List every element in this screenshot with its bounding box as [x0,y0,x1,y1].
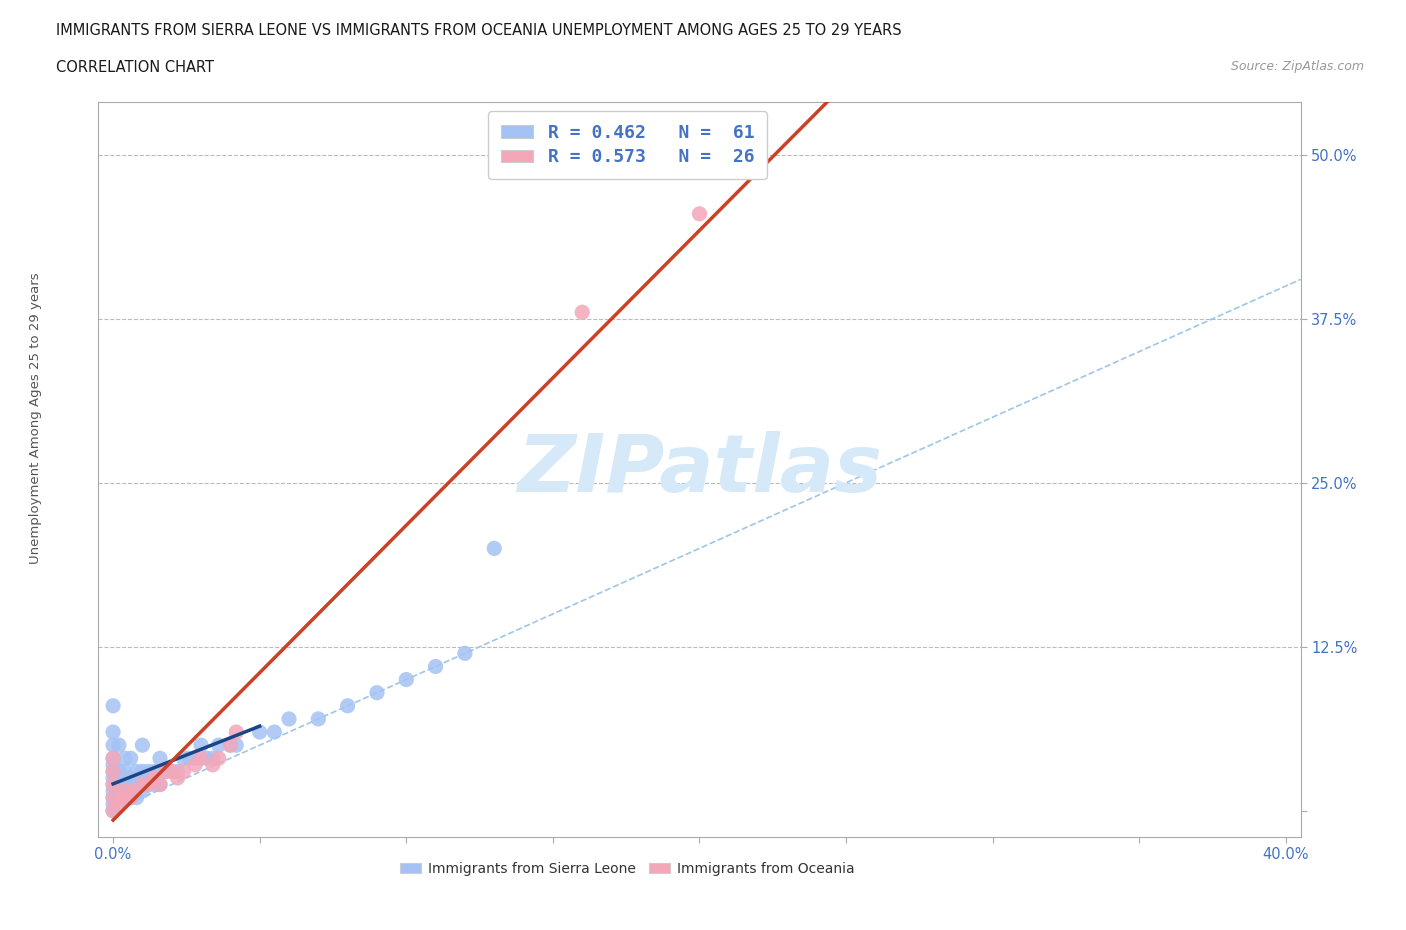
Point [108,737,131,752]
Text: CORRELATION CHART: CORRELATION CHART [56,60,214,75]
Point [395,672,418,687]
Point [195,751,218,765]
Point [136,764,159,778]
Point [122,784,145,799]
Point [108,777,131,792]
Point [336,698,359,713]
Point [101,771,124,786]
Point [219,737,242,752]
Point [101,737,124,752]
Point [179,751,201,765]
Point [172,764,194,778]
Text: Unemployment Among Ages 25 to 29 years: Unemployment Among Ages 25 to 29 years [28,272,42,565]
Point [125,790,148,805]
Point [108,797,131,812]
Point [149,777,172,792]
Point [143,771,166,786]
Point [454,645,477,660]
Point [120,790,142,805]
Point [131,777,153,792]
Point [155,764,177,778]
Point [101,757,124,772]
Point [101,751,124,765]
Point [125,777,148,792]
Point [225,737,247,752]
Point [249,724,271,739]
Point [190,737,212,752]
Point [184,751,207,765]
Point [160,764,183,778]
Point [101,797,124,812]
Point [208,751,231,765]
Point [114,784,136,799]
Point [114,764,136,778]
Point [101,804,124,818]
Text: Source: ZipAtlas.com: Source: ZipAtlas.com [1230,60,1364,73]
Point [108,790,131,805]
Point [225,724,247,739]
Point [101,784,124,799]
Point [136,777,159,792]
Point [155,764,177,778]
Point [101,764,124,778]
Legend: Immigrants from Sierra Leone, Immigrants from Oceania: Immigrants from Sierra Leone, Immigrants… [394,857,860,882]
Point [131,764,153,778]
Point [219,737,242,752]
Point [101,777,124,792]
Point [307,711,329,726]
Point [131,737,153,752]
Point [571,305,593,320]
Point [120,790,142,805]
Point [201,751,224,765]
Point [201,757,224,772]
Point [114,751,136,765]
Point [689,206,711,221]
Point [131,777,153,792]
Point [166,764,188,778]
Point [143,777,166,792]
Point [484,541,506,556]
Point [425,659,447,674]
Point [101,804,124,818]
Point [149,777,172,792]
Point [125,764,148,778]
Point [190,751,212,765]
Point [120,771,142,786]
Point [120,751,142,765]
Point [101,764,124,778]
Point [114,777,136,792]
Point [172,751,194,765]
Text: IMMIGRANTS FROM SIERRA LEONE VS IMMIGRANTS FROM OCEANIA UNEMPLOYMENT AMONG AGES : IMMIGRANTS FROM SIERRA LEONE VS IMMIGRAN… [56,23,901,38]
Point [101,751,124,765]
Point [101,777,124,792]
Point [111,790,134,805]
Point [101,698,124,713]
Point [120,777,142,792]
Point [101,790,124,805]
Point [208,737,231,752]
Point [131,784,153,799]
Point [184,757,207,772]
Point [263,724,285,739]
Point [143,764,166,778]
Point [114,784,136,799]
Text: ZIPatlas: ZIPatlas [517,431,882,509]
Point [136,777,159,792]
Point [149,751,172,765]
Point [101,724,124,739]
Point [366,685,388,700]
Point [278,711,301,726]
Point [114,790,136,805]
Point [101,790,124,805]
Point [160,764,183,778]
Point [166,771,188,786]
Point [108,764,131,778]
